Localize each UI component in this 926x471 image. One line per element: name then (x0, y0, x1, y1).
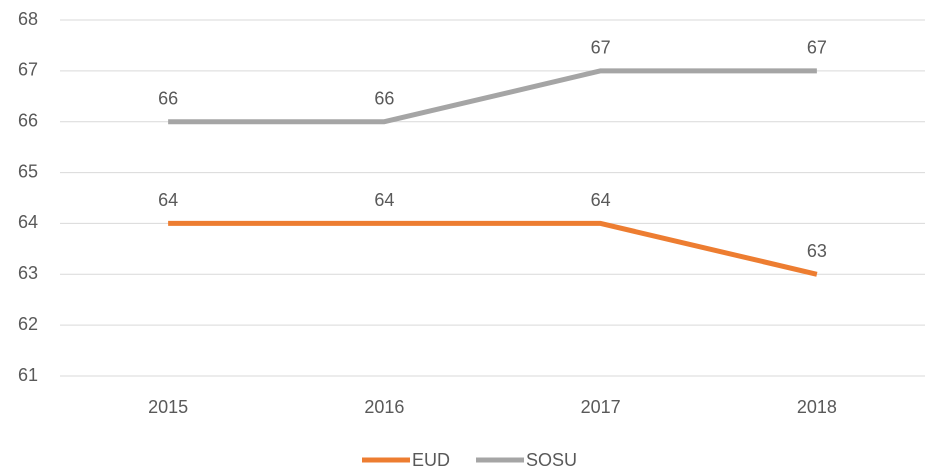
y-tick-label: 65 (18, 161, 38, 181)
data-label: 63 (807, 241, 827, 261)
data-label: 66 (158, 88, 178, 108)
data-label: 67 (591, 38, 611, 58)
x-tick-label: 2016 (364, 397, 404, 417)
series-line (168, 68, 817, 125)
data-label: 64 (374, 190, 394, 210)
x-tick-label: 2018 (797, 397, 837, 417)
y-tick-label: 68 (18, 9, 38, 29)
legend-label: SOSU (526, 450, 577, 470)
legend-label: EUD (412, 450, 450, 470)
x-tick-label: 2015 (148, 397, 188, 417)
series-line (168, 220, 818, 277)
y-tick-label: 66 (18, 110, 38, 130)
y-tick-label: 63 (18, 263, 38, 283)
y-tick-label: 62 (18, 314, 38, 334)
y-tick-label: 64 (18, 212, 38, 232)
data-label: 64 (158, 190, 178, 210)
y-tick-label: 67 (18, 60, 38, 80)
x-tick-label: 2017 (581, 397, 621, 417)
data-label: 66 (374, 88, 394, 108)
y-tick-label: 61 (18, 365, 38, 385)
data-label: 67 (807, 38, 827, 58)
data-label: 64 (591, 190, 611, 210)
